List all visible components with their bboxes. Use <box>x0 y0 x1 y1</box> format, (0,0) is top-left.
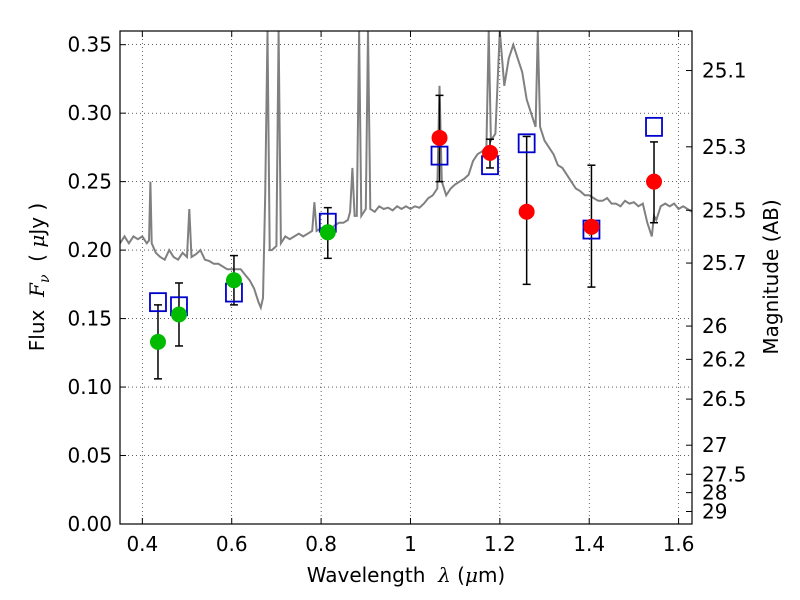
model-square-marker <box>645 116 663 137</box>
mag-tick-label: 26.5 <box>702 387 747 411</box>
observed-point <box>170 306 187 323</box>
mag-tick-label: 25.1 <box>702 59 747 83</box>
mag-tick-label: 29 <box>702 500 727 524</box>
mag-tick-label: 26 <box>702 314 727 338</box>
mag-tick-label: 26.2 <box>702 347 747 371</box>
x-tick-label: 0.6 <box>216 532 248 556</box>
observed-point <box>431 129 448 146</box>
y-axis-label-unit: Jy ) <box>25 203 49 237</box>
y-axis-label-subscript: ν <box>37 274 53 283</box>
y-axis-label-symbol: F <box>25 282 49 298</box>
observed-point <box>149 333 166 350</box>
y-axis-label-suffix: ( <box>25 248 49 275</box>
x-tick-label: 1.4 <box>573 532 605 556</box>
x-axis-label-greek: μ <box>465 563 478 587</box>
right-y-axis-label: Magnitude (AB) <box>759 199 783 354</box>
x-tick-label: 1 <box>404 532 417 556</box>
observed-point <box>319 224 336 241</box>
model-square-marker <box>149 292 167 313</box>
x-axis-label-prefix: Wavelength <box>307 563 438 587</box>
mag-tick-label: 25.5 <box>702 198 747 222</box>
y-tick-label: 0.25 <box>67 170 112 194</box>
mag-tick-label: 27.5 <box>702 462 747 486</box>
x-tick-label: 0.8 <box>305 532 337 556</box>
y-tick-label: 0.05 <box>67 444 112 468</box>
observed-point <box>225 272 242 289</box>
model-square-marker <box>430 145 449 166</box>
grid-lines <box>120 31 692 525</box>
y-axis-label-prefix: Flux <box>25 297 49 351</box>
mag-tick-label: 27 <box>702 433 727 457</box>
x-tick-label: 0.4 <box>126 532 158 556</box>
errorbar-layer <box>153 94 659 380</box>
observed-point <box>583 218 600 235</box>
model-square-marker <box>517 133 536 154</box>
x-axis-label: Wavelength λ (μm) <box>307 563 506 587</box>
mag-tick-label: 25.3 <box>702 135 747 159</box>
observed-point <box>518 203 535 220</box>
spectrum-layer <box>120 31 692 311</box>
y-tick-label: 0.00 <box>67 512 112 536</box>
mag-tick-label: 25.7 <box>702 251 747 275</box>
x-tick-label: 1.2 <box>484 532 516 556</box>
observed-photometry-layer <box>149 129 663 350</box>
model-photometry-layer <box>149 116 663 317</box>
mag-tick-label: 28 <box>702 481 727 505</box>
y-axis-label: Flux Fν ( μJy ) <box>25 203 53 351</box>
plot-frame <box>119 30 693 525</box>
x-axis-label-unit: m) <box>478 563 505 587</box>
spectrum-line <box>120 31 692 311</box>
observed-point <box>646 173 663 190</box>
y-axis-label-greek: μ <box>25 235 49 248</box>
x-axis-label-symbol: λ <box>437 563 451 587</box>
x-axis-label-paren: ( <box>451 563 465 587</box>
y-tick-label: 0.30 <box>67 101 112 125</box>
y-tick-label: 0.10 <box>67 375 112 399</box>
observed-point <box>482 144 499 161</box>
x-tick-label: 1.6 <box>663 532 695 556</box>
y-tick-label: 0.20 <box>67 238 112 262</box>
axis-ticks: 0.4 0.6 0.8 1 1.2 1.4 1.6 0.00 0.05 0.10 0.15 0.20 0… <box>67 31 747 556</box>
y-tick-label: 0.35 <box>67 33 112 57</box>
y-tick-label: 0.15 <box>67 307 112 331</box>
